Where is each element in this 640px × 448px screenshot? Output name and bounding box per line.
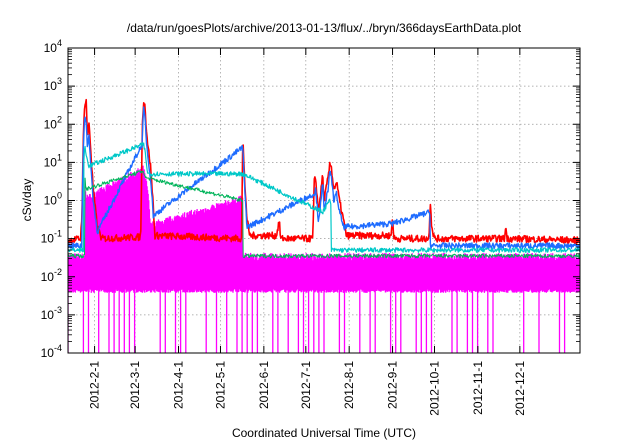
y-tick-label: 10-3 [41, 305, 62, 322]
x-tick-label: 2012-2-1 [88, 361, 102, 409]
chart-title: /data/run/goesPlots/archive/2013-01-13/f… [127, 21, 522, 35]
data-series [68, 98, 580, 353]
y-tick-label: 10-2 [41, 267, 62, 284]
x-tick-label: 2012-8-1 [342, 361, 356, 409]
y-tick-label: 102 [44, 114, 62, 131]
series-line [68, 141, 580, 253]
axis-ticks: 10-4 10-3 10-2 10-1 100 101 102 103 104 2012-2-1 2… [41, 38, 580, 416]
series-line [68, 106, 580, 250]
x-tick-label: 2012-10-1 [428, 361, 442, 416]
y-tick-label: 100 [44, 191, 62, 208]
y-tick-label: 101 [44, 152, 62, 169]
x-axis-label: Coordinated Universal Time (UTC) [232, 426, 416, 440]
y-tick-label: 103 [44, 76, 62, 93]
x-tick-label: 2012-9-1 [386, 361, 400, 409]
series-line [68, 165, 580, 353]
x-tick-label: 2012-7-1 [299, 361, 313, 409]
x-tick-label: 2012-4-1 [172, 361, 186, 409]
x-tick-label: 2012-12-1 [513, 361, 527, 416]
y-tick-label: 10-1 [41, 229, 62, 246]
y-tick-label: 104 [44, 38, 62, 55]
series-line [68, 170, 580, 259]
x-tick-label: 2012-5-1 [213, 361, 227, 409]
y-axis-label: cSv/day [20, 179, 34, 222]
x-tick-label: 2012-3-1 [128, 361, 142, 409]
x-tick-label: 2012-6-1 [257, 361, 271, 409]
y-tick-label: 10-4 [41, 343, 62, 360]
x-tick-label: 2012-11-1 [471, 361, 485, 415]
